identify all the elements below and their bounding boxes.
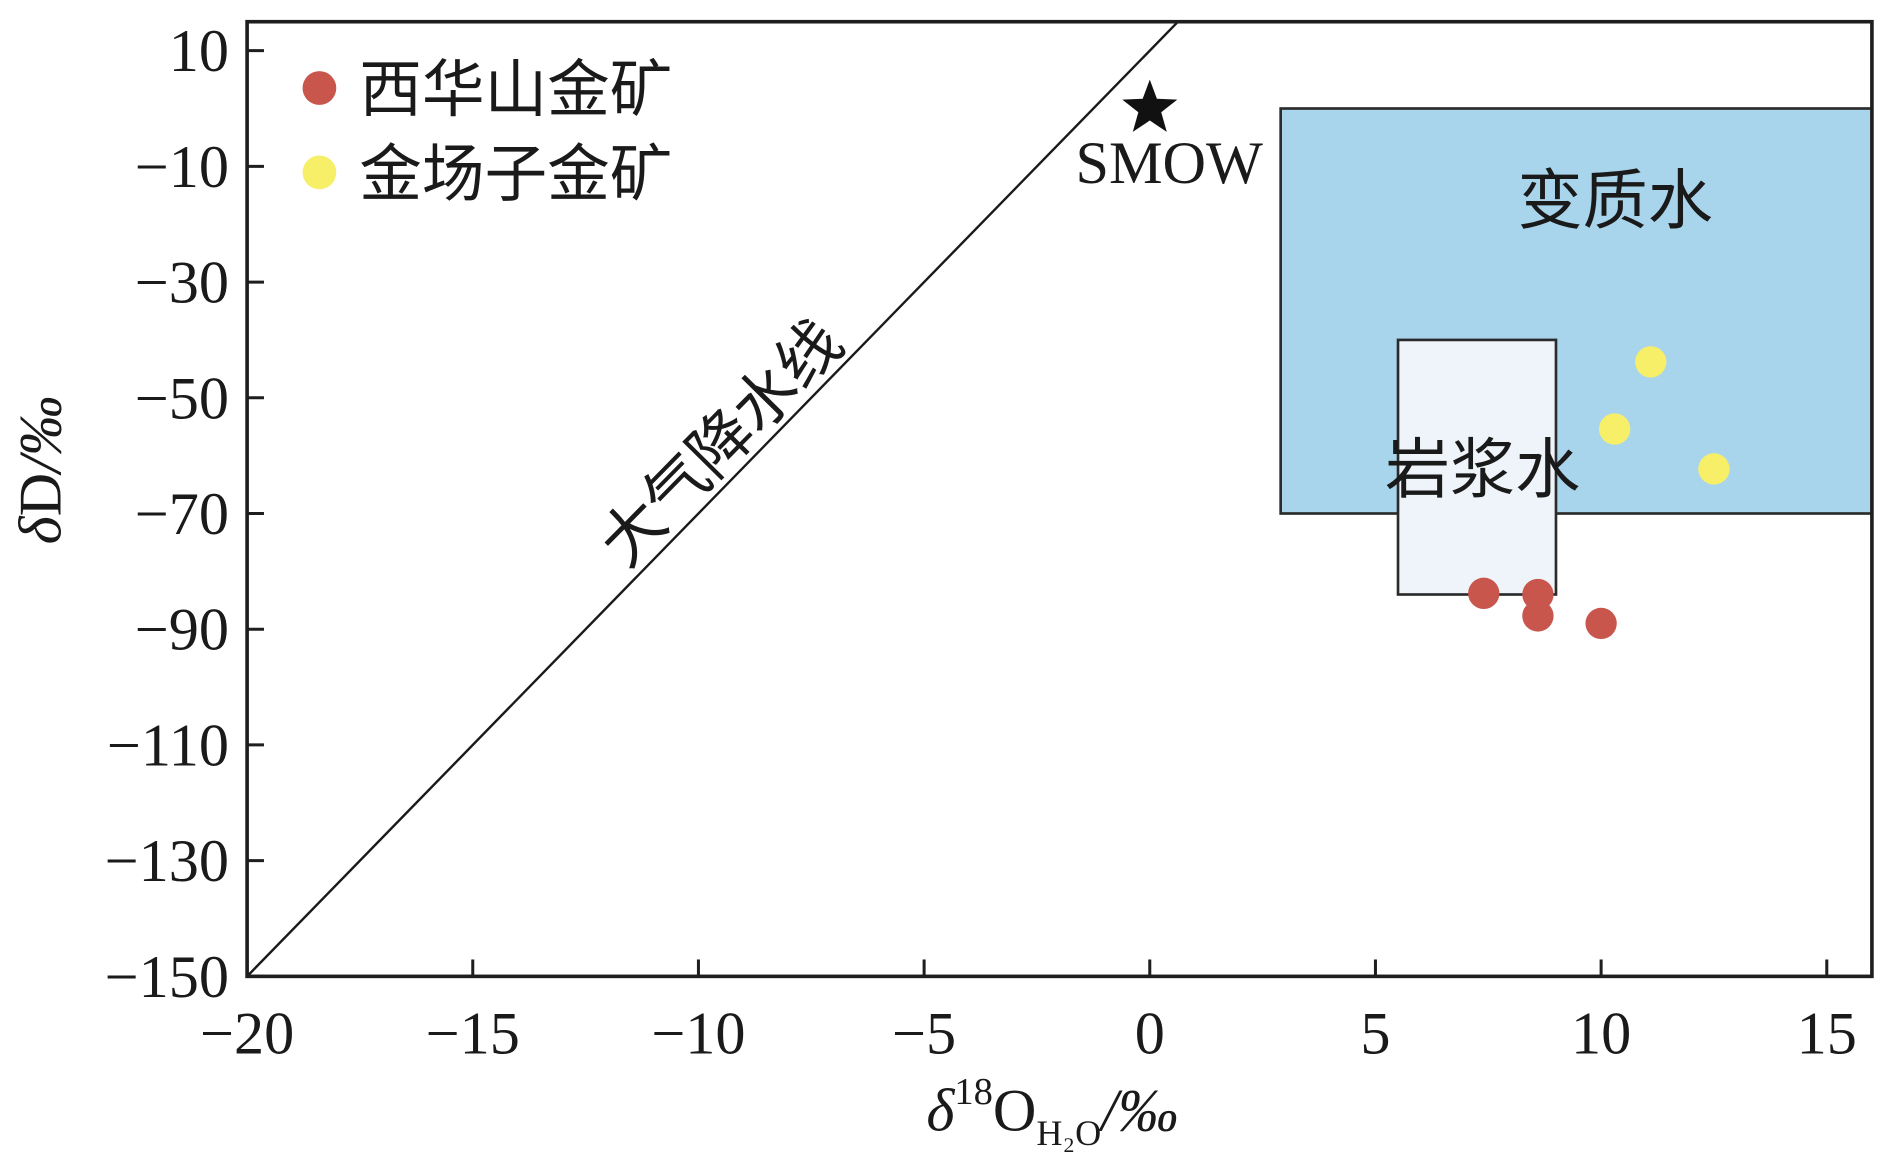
meteoric-line-layer: [246, 20, 1179, 978]
x-axis-title-superscript: 18: [954, 1071, 993, 1113]
x-tick-label: 0: [1135, 1000, 1165, 1067]
x-tick-label: −5: [892, 1000, 956, 1067]
y-tick-label: −70: [135, 481, 229, 548]
x-tick-label: 10: [1571, 1000, 1631, 1067]
y-axis-title-delta: δ: [7, 515, 74, 544]
region-metamorphic-water: [1279, 107, 1874, 515]
x-tick-label: 5: [1360, 1000, 1390, 1067]
smow-star-marker: [1122, 79, 1178, 132]
y-axis-ticks: 10 −10 −30 −50 −70 −90 −110 −130 −150: [105, 18, 264, 1011]
region-label-metamorphic-water: 变质水: [1518, 164, 1713, 239]
x-tick-label: −15: [426, 1000, 520, 1067]
points-layer: [1468, 346, 1730, 640]
legend-label-jinchangzi: 金场子金矿: [359, 137, 672, 210]
plot-frame: [245, 19, 1874, 979]
y-tick-label: −30: [135, 250, 229, 317]
data-point-xihuashan: [1522, 578, 1554, 611]
data-point-jinchangzi: [1598, 413, 1631, 445]
data-point-xihuashan: [1468, 577, 1500, 610]
y-tick-label: −130: [105, 828, 229, 895]
meteoric-water-line: [246, 20, 1179, 978]
data-point-jinchangzi: [1698, 453, 1730, 485]
legend-item-jinchangzi: 金场子金矿: [302, 137, 672, 210]
legend-marker-jinchangzi: [302, 155, 337, 190]
smow-label: SMOW: [1075, 130, 1263, 197]
y-tick-label: 10: [169, 18, 229, 85]
legend: 西华山金矿 金场子金矿: [302, 53, 672, 210]
data-point-xihuashan: [1585, 607, 1617, 640]
region-label-magmatic-water: 岩浆水: [1385, 433, 1580, 508]
x-axis-ticks: −20 −15 −10 −5 0 5 10 15: [200, 959, 1857, 1068]
data-point-xihuashan: [1522, 600, 1554, 632]
x-axis-title-base: O: [993, 1078, 1037, 1145]
y-axis-title-base: D: [7, 473, 74, 517]
legend-marker-xihuashan: [302, 71, 337, 105]
reference-point-layer: [1122, 79, 1178, 132]
regions-layer: [1279, 107, 1874, 596]
x-axis-title-delta: δ: [926, 1078, 955, 1145]
y-axis-title: δD/‰: [7, 396, 74, 545]
x-axis-title-unit: /‰: [1098, 1078, 1178, 1145]
x-axis-title-subscript: H₂O: [1036, 1113, 1101, 1153]
legend-item-xihuashan: 西华山金矿: [302, 53, 672, 126]
x-tick-label: −10: [651, 1000, 745, 1067]
x-tick-label: 15: [1797, 1000, 1857, 1067]
y-tick-label: −90: [135, 597, 229, 664]
region-magmatic-water: [1396, 338, 1558, 596]
y-axis-title-unit: /‰: [7, 396, 74, 476]
y-tick-label: −50: [135, 365, 229, 432]
y-tick-label: −150: [105, 944, 229, 1011]
x-tick-label: −20: [200, 1000, 294, 1067]
y-tick-label: −10: [135, 134, 229, 201]
x-axis-title: δ18OH₂O/‰: [926, 1071, 1178, 1153]
data-point-jinchangzi: [1635, 346, 1667, 378]
y-tick-label: −110: [107, 712, 229, 779]
legend-label-xihuashan: 西华山金矿: [359, 53, 672, 126]
